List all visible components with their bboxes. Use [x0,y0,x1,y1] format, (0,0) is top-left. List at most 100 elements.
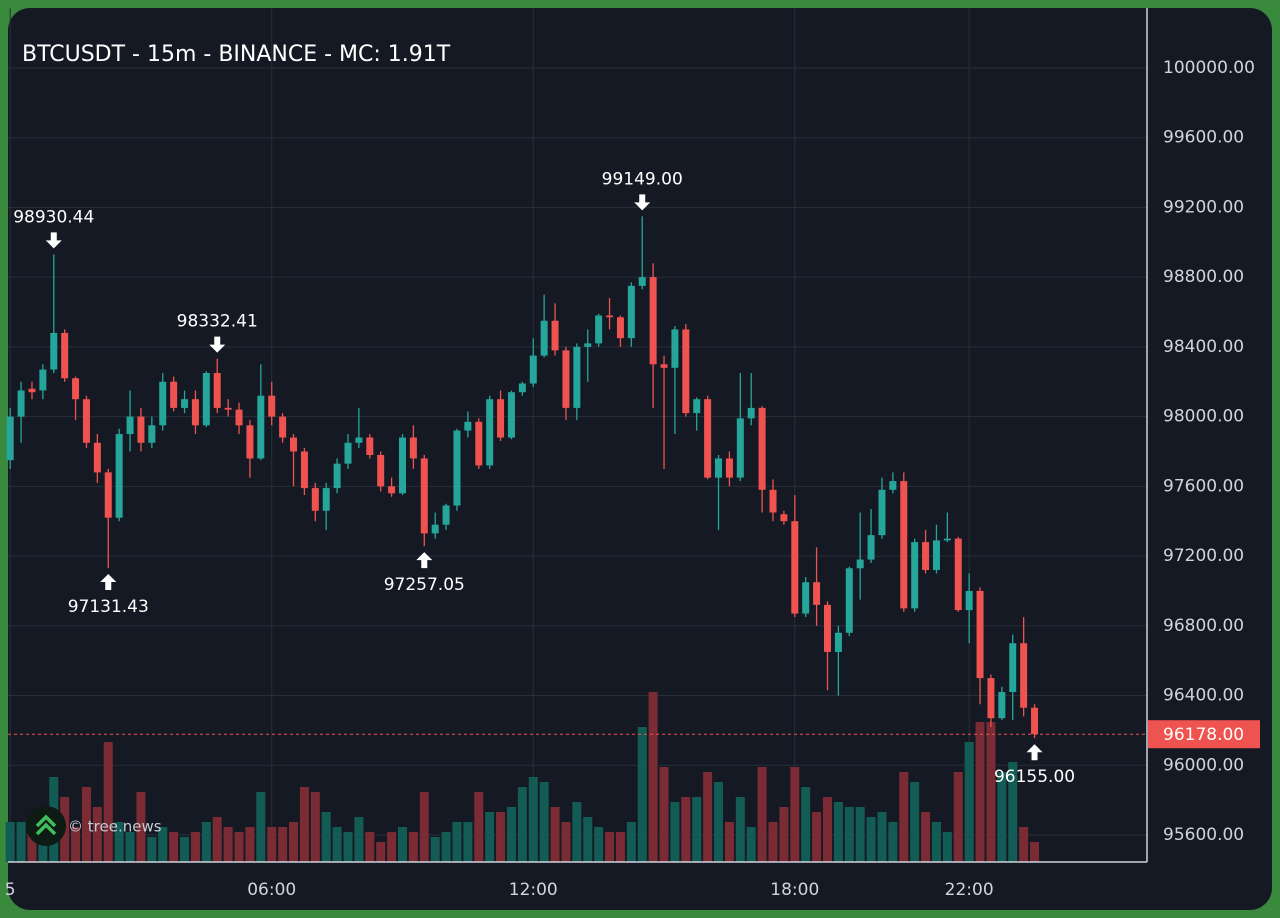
volume-bar [299,787,309,862]
candle-body [998,692,1006,719]
candle-body [1020,643,1028,708]
candle-body [409,437,417,459]
volume-bar [812,812,822,862]
volume-bar [245,827,255,862]
volume-bar [147,837,157,862]
candle-body [377,454,385,487]
volume-bar [278,827,288,862]
volume-bar [942,832,952,862]
annotation-arrow [1026,744,1043,761]
volume-bar [474,792,484,862]
volume-bar [561,822,571,862]
candle-body [834,632,842,652]
volume-bar [343,832,353,862]
volume-bar [921,812,931,862]
volume-bar [485,812,495,862]
annotation-arrow [209,336,226,353]
x-tick-label: 5 [5,880,16,900]
candle-body [159,381,167,426]
candle-body [932,540,940,571]
plot-area [5,8,1147,862]
candle-body [268,395,276,417]
candle-body [671,329,679,368]
volume-bar [714,782,724,862]
volume-bar [169,832,179,862]
volume-bar [953,772,963,862]
volume-bar [888,822,898,862]
volume-bar [648,692,658,862]
volume-bar [975,722,985,862]
candle-body [235,409,243,426]
candle-body [584,343,592,347]
watermark-logo [26,806,66,846]
candle-body [791,521,799,614]
volume-bar [180,837,190,862]
volume-bar [855,807,865,862]
volume-bar [441,832,451,862]
candle-body [965,590,973,611]
x-tick-label: 12:00 [509,880,558,900]
volume-bar [572,802,582,862]
volume-bar [1019,827,1029,862]
volume-bar [605,832,615,862]
volume-bar [768,822,778,862]
volume-bar [408,832,418,862]
volume-bar [844,807,854,862]
candle-body [344,442,352,464]
candle-body [954,538,962,611]
volume-bar [583,817,593,862]
candle-body [398,437,406,494]
candle-body [290,437,298,452]
y-tick-label: 98000.00 [1163,407,1244,427]
candle-body [39,369,47,391]
volume-bar [332,827,342,862]
volume-bar [822,797,832,862]
candle-body [562,350,570,408]
annotation-arrow [416,552,433,569]
candle-body [780,514,788,522]
candle-body [911,542,919,609]
volume-bar [92,807,102,862]
y-tick-label: 95600.00 [1163,825,1244,845]
candle-body [758,407,766,490]
candle-body [573,346,581,408]
volume-bar [103,742,113,862]
volume-bar [899,772,909,862]
volume-bar [289,822,299,862]
candle-body [61,332,69,379]
volume-bar [27,832,37,862]
y-tick-label: 96400.00 [1163,686,1244,706]
candle-body [333,463,341,489]
volume-bar [931,822,941,862]
y-tick-label: 96000.00 [1163,755,1244,775]
candle-body [431,524,439,534]
candle-body [181,399,189,408]
candle-body [595,315,603,344]
volume-bar [190,832,200,862]
annotation-label: 96155.00 [994,767,1075,787]
candle-body [813,582,821,605]
candle-body [1009,643,1017,693]
candle-body [497,399,505,438]
candle-body [878,489,886,536]
candle-body [300,451,308,489]
candle-body [224,407,232,410]
candle-body [823,604,831,652]
candle-body [900,481,908,609]
volume-bar [528,777,538,862]
candle-body [246,425,254,459]
annotation-arrow [634,194,651,211]
volume-bar [419,792,429,862]
y-tick-label: 100000.00 [1163,58,1255,78]
volume-bar [757,767,767,862]
candle-body [355,437,363,443]
x-tick-label: 06:00 [247,880,296,900]
y-tick-label: 97600.00 [1163,476,1244,496]
volume-bar [539,782,549,862]
volume-bar [506,807,516,862]
candle-body [529,355,537,384]
volume-bar [16,822,26,862]
volume-bar [114,822,124,862]
